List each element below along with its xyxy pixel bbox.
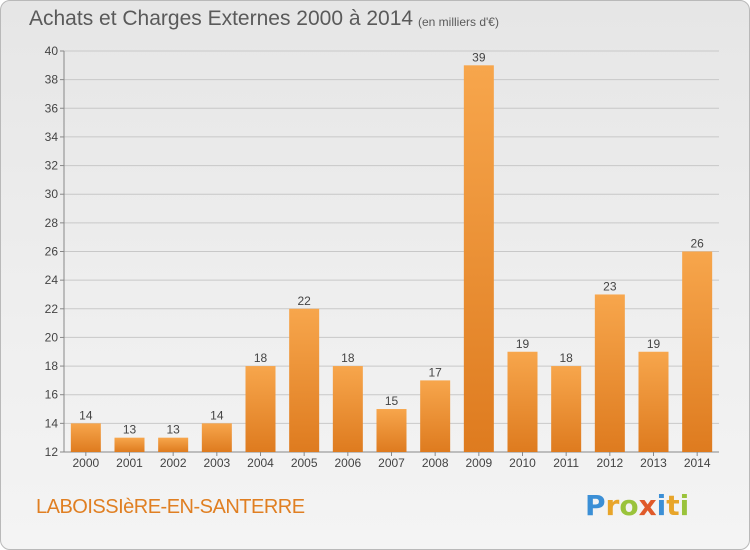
y-tick-label: 24 [45, 273, 59, 287]
x-tick-label: 2014 [684, 456, 711, 470]
y-tick-label: 14 [45, 416, 59, 430]
bar [289, 308, 320, 452]
x-tick-label: 2007 [378, 456, 405, 470]
bar-value-label: 19 [516, 337, 530, 351]
x-tick-label: 2006 [334, 456, 361, 470]
bar-value-label: 17 [428, 365, 442, 379]
logo-letter: x [638, 489, 657, 522]
bar [682, 251, 713, 452]
logo-letter: i [679, 489, 690, 522]
bar-value-label: 19 [647, 337, 661, 351]
bar [463, 65, 494, 453]
x-tick-label: 2004 [247, 456, 274, 470]
bar-value-label: 39 [472, 50, 486, 64]
y-tick-label: 20 [45, 330, 59, 344]
y-tick-label: 38 [45, 73, 59, 87]
y-tick-label: 26 [45, 245, 59, 259]
bar-value-label: 26 [690, 237, 704, 251]
x-tick-label: 2013 [640, 456, 667, 470]
bar-value-label: 18 [559, 351, 573, 365]
x-tick-label: 2001 [116, 456, 143, 470]
bar [201, 423, 232, 452]
bar-value-label: 13 [166, 423, 180, 437]
x-tick-label: 2005 [291, 456, 318, 470]
y-tick-label: 36 [45, 101, 59, 115]
y-tick-label: 18 [45, 359, 59, 373]
x-tick-label: 2000 [72, 456, 99, 470]
bar [70, 423, 101, 452]
bar-value-label: 14 [210, 408, 224, 422]
y-tick-label: 32 [45, 159, 59, 173]
bar-value-label: 13 [123, 423, 137, 437]
bar-value-label: 15 [385, 394, 399, 408]
bar-value-label: 14 [79, 408, 93, 422]
y-tick-label: 34 [45, 130, 59, 144]
bar [420, 380, 451, 452]
y-tick-label: 22 [45, 302, 59, 316]
bar [638, 351, 669, 452]
logo-letter: P [585, 489, 606, 522]
proxiti-logo: Proxiti [585, 489, 689, 522]
bar-value-label: 18 [341, 351, 355, 365]
bar [114, 437, 145, 452]
bar [245, 366, 276, 452]
bar [376, 409, 407, 452]
bar-value-label: 23 [603, 279, 617, 293]
logo-letter: o [619, 489, 639, 522]
y-tick-label: 30 [45, 187, 59, 201]
y-tick-label: 40 [45, 44, 59, 58]
x-tick-label: 2010 [509, 456, 536, 470]
bar [594, 294, 625, 452]
x-tick-label: 2008 [422, 456, 449, 470]
logo-letter: r [605, 489, 620, 522]
chart-subtitle: (en milliers d'€) [418, 15, 499, 29]
x-tick-label: 2002 [160, 456, 187, 470]
x-tick-label: 2009 [465, 456, 492, 470]
chart-title: Achats et Charges Externes 2000 à 2014 [29, 7, 414, 30]
commune-name: LABOISSIèRE-EN-SANTERRE [36, 496, 305, 518]
bar [507, 351, 538, 452]
y-tick-label: 16 [45, 388, 59, 402]
y-tick-label: 28 [45, 216, 59, 230]
x-tick-label: 2012 [596, 456, 623, 470]
bar [551, 366, 582, 452]
x-tick-label: 2003 [203, 456, 230, 470]
bar [332, 366, 363, 452]
logo-letter: t [666, 489, 680, 522]
x-tick-label: 2011 [553, 456, 579, 470]
logo-letter: i [656, 489, 667, 522]
bar-value-label: 18 [254, 351, 268, 365]
bar-value-label: 22 [297, 294, 311, 308]
y-tick-label: 12 [45, 445, 59, 459]
bar [158, 437, 189, 452]
